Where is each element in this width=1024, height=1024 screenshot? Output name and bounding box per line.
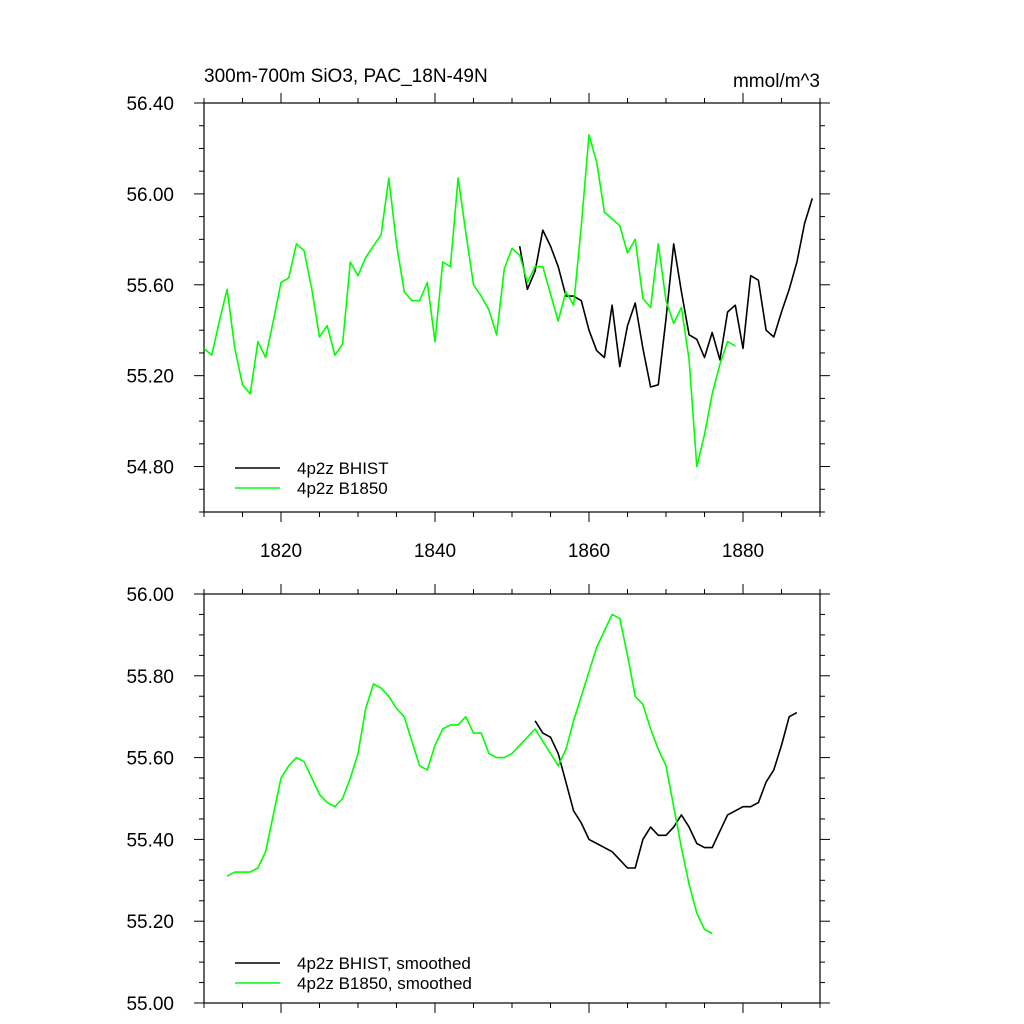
top-y-tick-label: 55.60: [126, 276, 174, 297]
top-legend-label: 4p2z BHIST: [297, 459, 389, 478]
top-y-tick-label: 55.20: [126, 367, 174, 388]
bottom-series-line-1: [534, 711, 798, 869]
top-series-line-1: [518, 198, 814, 388]
bottom-y-tick-label: 55.20: [126, 912, 174, 933]
bottom-panel: 55.00 55.20 55.40 55.60 55.80 56.00 4p2z BHIST…: [126, 584, 830, 1015]
bottom-y-tick-label: 56.00: [126, 585, 174, 606]
bottom-y-tick-label: 55.60: [126, 749, 174, 770]
bottom-y-tick-label: 55.00: [126, 994, 174, 1015]
top-plot-frame: [203, 102, 821, 513]
top-x-tick-label: 1860: [568, 541, 610, 562]
bottom-plot-frame: [203, 593, 821, 1004]
top-panel: 54.80 55.20 55.60 56.00 56.40 1820 1840 1860 188…: [126, 93, 830, 562]
top-y-tick-label: 56.00: [126, 185, 174, 206]
bottom-y-tick-label: 55.40: [126, 830, 174, 851]
top-x-tick-label: 1880: [722, 541, 764, 562]
top-chart-units: mmol/m^3: [733, 71, 820, 92]
top-x-tick-label: 1820: [260, 541, 302, 562]
top-legend-label: 4p2z B1850: [297, 479, 388, 498]
bottom-y-tick-label: 55.80: [126, 667, 174, 688]
top-x-tick-label: 1840: [414, 541, 456, 562]
top-chart-title: 300m-700m SiO3, PAC_18N-49N: [204, 66, 488, 87]
top-series-line-2: [203, 134, 736, 468]
top-y-tick-label: 56.40: [126, 94, 174, 115]
bottom-legend-label: 4p2z B1850, smoothed: [297, 974, 472, 993]
bottom-series-line-2: [226, 613, 713, 935]
bottom-legend-label: 4p2z BHIST, smoothed: [297, 954, 471, 973]
top-y-tick-label: 54.80: [126, 458, 174, 479]
